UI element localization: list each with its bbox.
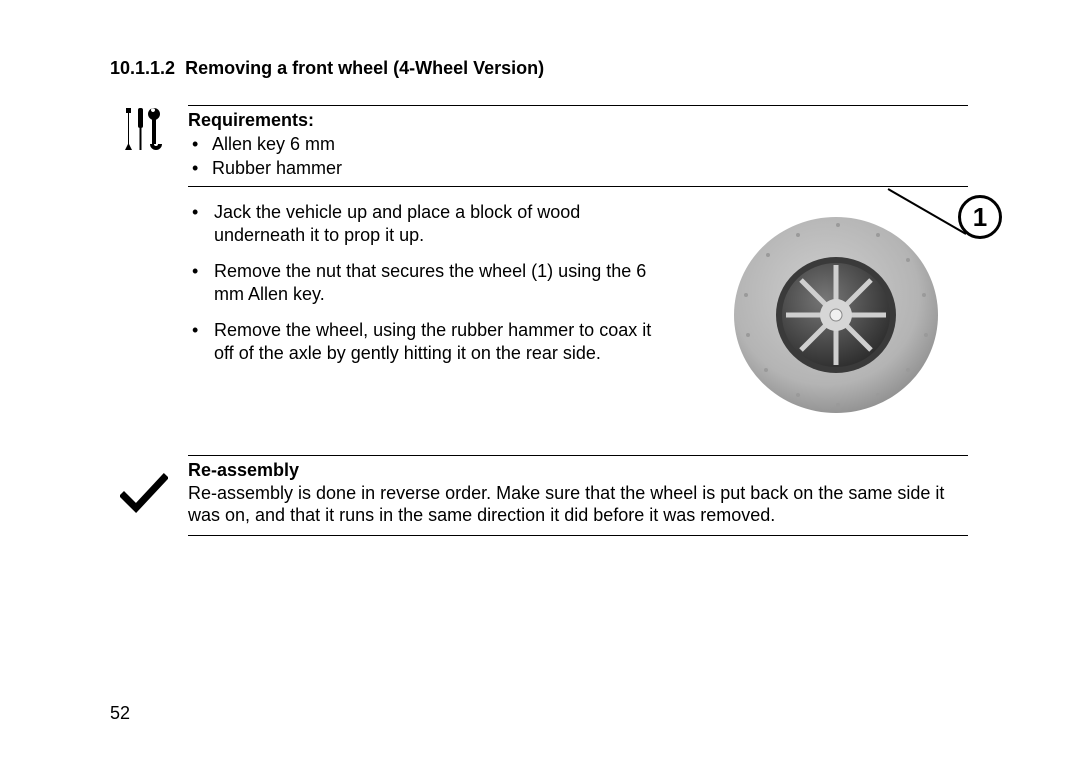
- manual-page: 10.1.1.2 Removing a front wheel (4-Wheel…: [0, 0, 1080, 762]
- reassembly-heading: Re-assembly: [188, 460, 968, 481]
- figure-callout: 1: [958, 195, 1002, 239]
- checkmark-icon: [120, 472, 170, 521]
- steps-text: Jack the vehicle up and place a block of…: [188, 201, 668, 364]
- reassembly-text: Re-assembly is done in reverse order. Ma…: [188, 482, 968, 527]
- requirements-list: Allen key 6 mm Rubber hammer: [188, 133, 968, 179]
- step-item: Jack the vehicle up and place a block of…: [188, 201, 668, 246]
- step-item: Remove the nut that secures the wheel (1…: [188, 260, 668, 305]
- divider: [188, 535, 968, 536]
- tools-icon: [120, 104, 170, 159]
- page-number: 52: [110, 703, 130, 724]
- section-heading: 10.1.1.2 Removing a front wheel (4-Wheel…: [110, 58, 980, 79]
- content-column: Requirements: Allen key 6 mm Rubber hamm…: [188, 105, 968, 536]
- requirements-heading: Requirements:: [188, 110, 968, 131]
- steps-block: Jack the vehicle up and place a block of…: [188, 187, 968, 455]
- requirements-block: Requirements: Allen key 6 mm Rubber hamm…: [188, 106, 968, 186]
- requirement-item: Allen key 6 mm: [188, 133, 968, 156]
- reassembly-block: Re-assembly Re-assembly is done in rever…: [188, 456, 968, 535]
- step-item: Remove the wheel, using the rubber hamme…: [188, 319, 668, 364]
- section-number: 10.1.1.2: [110, 58, 175, 78]
- section-title-text: Removing a front wheel (4-Wheel Version): [185, 58, 544, 78]
- requirement-item: Rubber hammer: [188, 157, 968, 180]
- callout-number: 1: [973, 202, 987, 233]
- steps-list: Jack the vehicle up and place a block of…: [188, 201, 668, 364]
- wheel-figure: 1: [708, 195, 1008, 415]
